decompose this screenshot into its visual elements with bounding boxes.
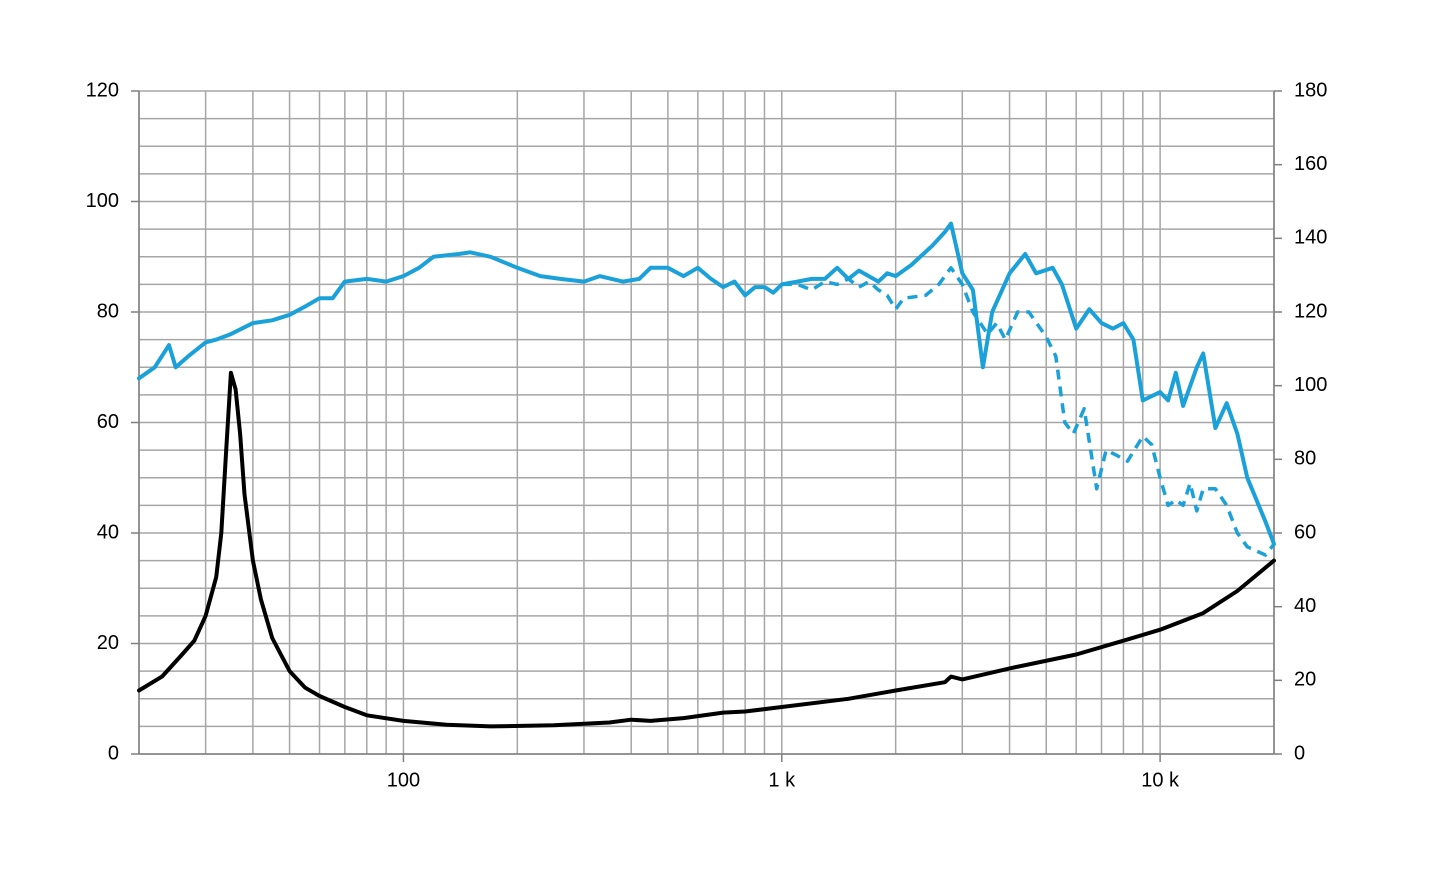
y2-tick-label: 100	[1294, 374, 1327, 396]
series-line	[137, 370, 1276, 729]
x-tick-label: 1 k	[768, 769, 796, 791]
y-tick-label: 80	[97, 300, 119, 322]
y2-tick-label: 80	[1294, 448, 1316, 470]
y2-tick-label: 40	[1294, 595, 1316, 617]
y2-tick-label: 140	[1294, 227, 1327, 249]
series-line	[137, 221, 1276, 546]
y-tick-label: 0	[108, 742, 119, 764]
y-tick-label: 60	[97, 411, 119, 433]
y2-tick-label: 60	[1294, 521, 1316, 543]
y2-tick-label: 120	[1294, 300, 1327, 322]
x-tick-label: 10 k	[1141, 769, 1180, 791]
x-tick-label: 100	[387, 769, 420, 791]
y2-tick-label: 20	[1294, 669, 1316, 691]
y-tick-label: 20	[97, 632, 119, 654]
series-line	[781, 266, 1276, 557]
y2-tick-label: 0	[1294, 742, 1305, 764]
y-tick-label: 120	[86, 79, 119, 101]
y-tick-label: 100	[86, 190, 119, 212]
y-tick-label: 40	[97, 521, 119, 543]
y2-tick-label: 160	[1294, 153, 1327, 175]
y2-tick-label: 180	[1294, 79, 1327, 101]
